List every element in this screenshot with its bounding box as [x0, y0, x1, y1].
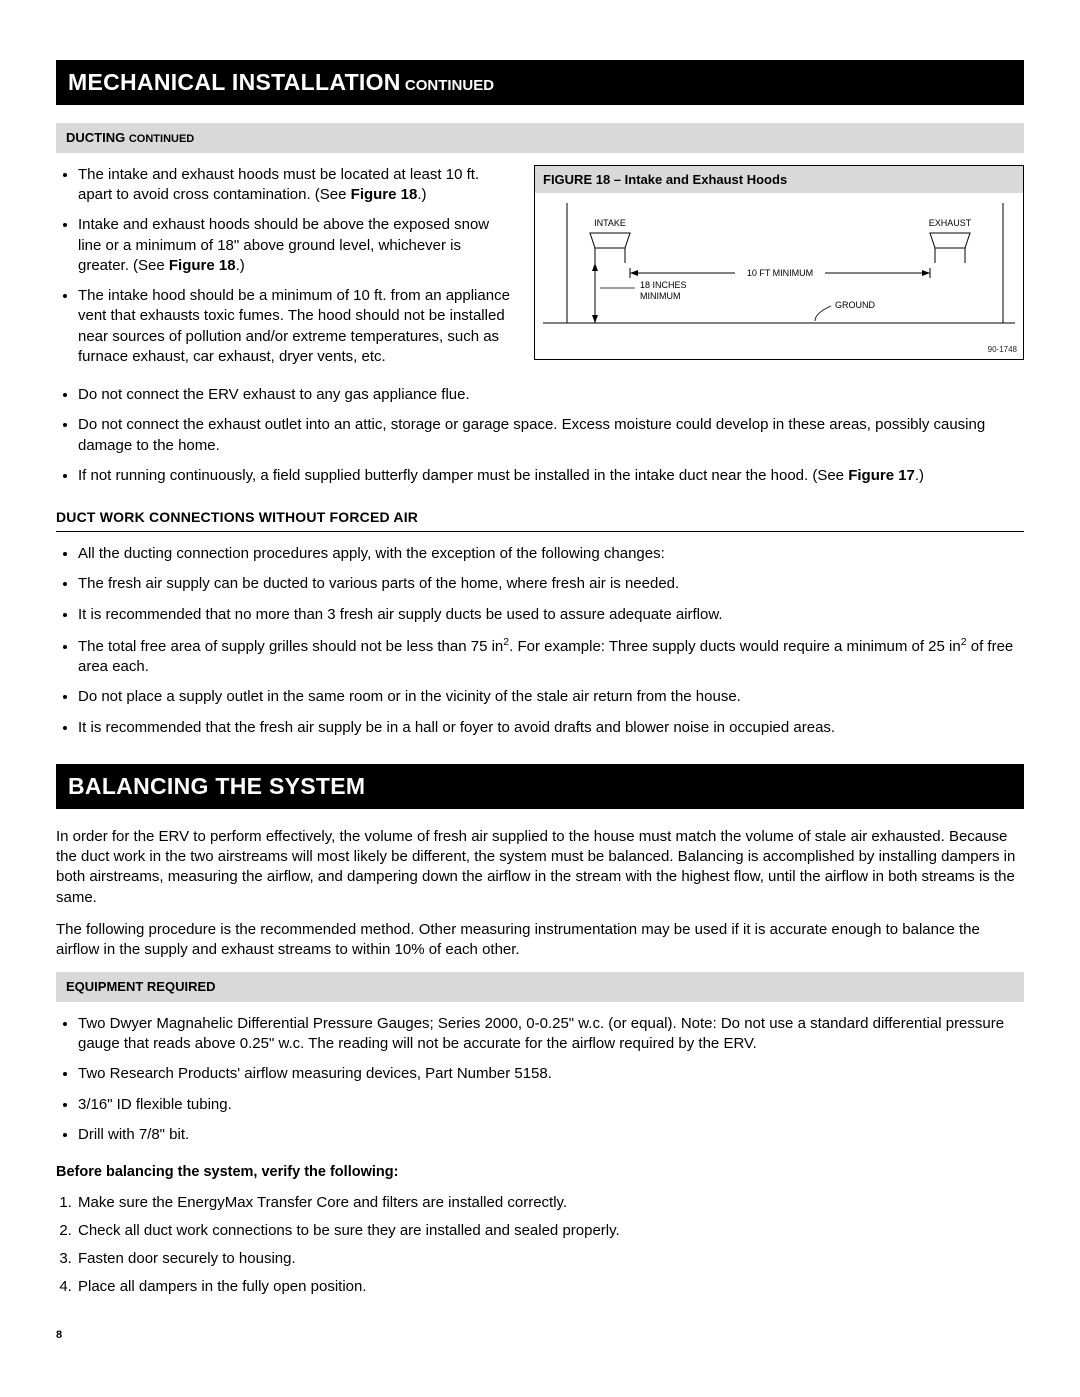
list-item: The total free area of supply grilles sh…: [78, 635, 1024, 678]
balancing-para-2: The following procedure is the recommend…: [56, 920, 1024, 961]
equipment-bullets: Two Dwyer Magnahelic Differential Pressu…: [56, 1014, 1024, 1145]
list-item: Make sure the EnergyMax Transfer Core an…: [76, 1193, 1024, 1213]
subsection-title: DUCTING: [66, 130, 125, 145]
page-number: 8: [56, 1328, 1024, 1343]
section-title-cont: CONTINUED: [405, 77, 494, 94]
figure-body: INTAKE EXHAUST 10 FT MINIMUM 18 INCHES M…: [535, 193, 1023, 345]
list-item: Place all dampers in the fully open posi…: [76, 1277, 1024, 1297]
list-item: Check all duct work connections to be su…: [76, 1221, 1024, 1241]
section-title-balancing: BALANCING THE SYSTEM: [68, 773, 365, 799]
ground-label: GROUND: [835, 300, 875, 310]
list-item: 3/16" ID flexible tubing.: [78, 1095, 1024, 1115]
list-item: Do not connect the exhaust outlet into a…: [78, 415, 1024, 456]
list-item: It is recommended that the fresh air sup…: [78, 718, 1024, 738]
list-item: Do not place a supply outlet in the same…: [78, 687, 1024, 707]
list-item: The fresh air supply can be ducted to va…: [78, 574, 1024, 594]
subsection-header-equipment: EQUIPMENT REQUIRED: [56, 972, 1024, 1002]
before-balancing-list: Make sure the EnergyMax Transfer Core an…: [56, 1193, 1024, 1298]
before-balancing-heading: Before balancing the system, verify the …: [56, 1163, 1024, 1183]
subheading-ductwork-noforced: DUCT WORK CONNECTIONS WITHOUT FORCED AIR: [56, 508, 1024, 532]
top-row: The intake and exhaust hoods must be loc…: [56, 165, 1024, 377]
section-title: MECHANICAL INSTALLATION: [68, 69, 401, 95]
list-item: It is recommended that no more than 3 fr…: [78, 605, 1024, 625]
inch18-label-a: 18 INCHES: [640, 280, 687, 290]
list-item: Do not connect the ERV exhaust to any ga…: [78, 385, 1024, 405]
list-item: If not running continuously, a field sup…: [78, 466, 1024, 486]
list-item: Drill with 7/8" bit.: [78, 1125, 1024, 1145]
list-item: All the ducting connection procedures ap…: [78, 544, 1024, 564]
ducting-bullets-left: The intake and exhaust hoods must be loc…: [56, 165, 516, 367]
figure-18-svg: INTAKE EXHAUST 10 FT MINIMUM 18 INCHES M…: [535, 193, 1023, 345]
tenft-label: 10 FT MINIMUM: [747, 268, 813, 278]
figure-title: FIGURE 18 – Intake and Exhaust Hoods: [535, 166, 1023, 194]
ducting-bullets-full: Do not connect the ERV exhaust to any ga…: [56, 385, 1024, 486]
figure-code: 90-1748: [535, 345, 1023, 359]
section-header-mechanical: MECHANICAL INSTALLATION CONTINUED: [56, 60, 1024, 105]
intake-label: INTAKE: [594, 218, 626, 228]
list-item: The intake hood should be a minimum of 1…: [78, 286, 516, 367]
list-item: Two Dwyer Magnahelic Differential Pressu…: [78, 1014, 1024, 1055]
list-item: Two Research Products' airflow measuring…: [78, 1064, 1024, 1084]
list-item: Fasten door securely to housing.: [76, 1249, 1024, 1269]
balancing-para-1: In order for the ERV to perform effectiv…: [56, 827, 1024, 908]
inch18-label-b: MINIMUM: [640, 291, 681, 301]
subsection-title-equipment: EQUIPMENT REQUIRED: [66, 979, 216, 994]
section-header-balancing: BALANCING THE SYSTEM: [56, 764, 1024, 809]
figure-18-box: FIGURE 18 – Intake and Exhaust Hoods INT…: [534, 165, 1024, 360]
subsection-title-cont: CONTINUED: [129, 133, 194, 145]
top-left-col: The intake and exhaust hoods must be loc…: [56, 165, 516, 377]
exhaust-label: EXHAUST: [929, 218, 972, 228]
list-item: The intake and exhaust hoods must be loc…: [78, 165, 516, 206]
subsection-header-ducting: DUCTING CONTINUED: [56, 123, 1024, 153]
ductwork-noforced-bullets: All the ducting connection procedures ap…: [56, 544, 1024, 738]
list-item: Intake and exhaust hoods should be above…: [78, 215, 516, 276]
